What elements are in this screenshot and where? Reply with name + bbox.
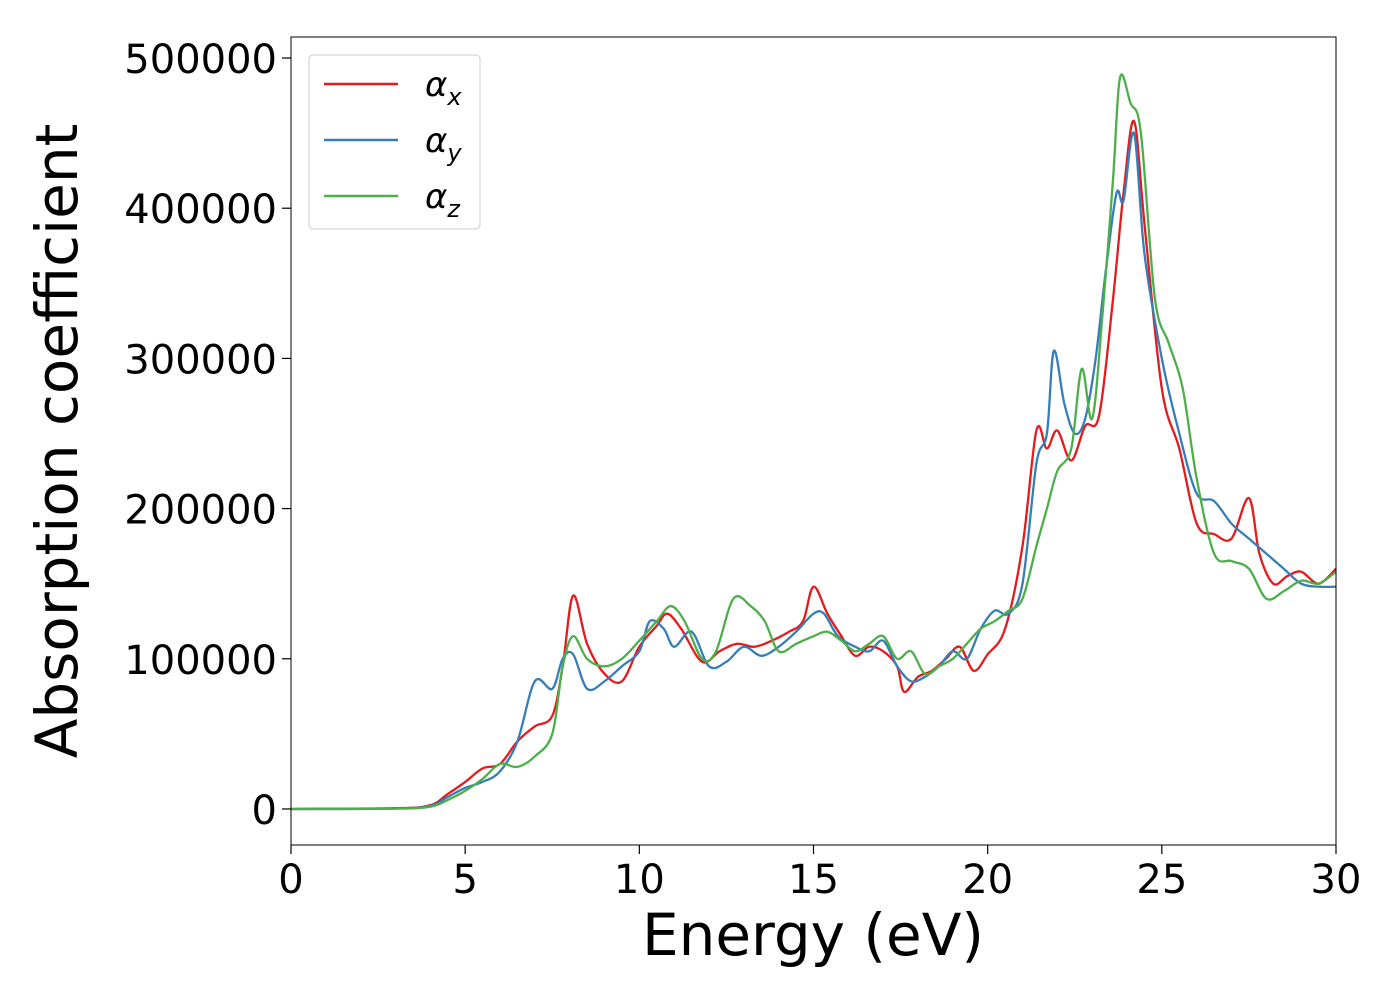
y-tick-label: 400000	[124, 187, 277, 233]
series-line-x	[290, 119, 1337, 811]
x-tick-label: 25	[1136, 857, 1187, 903]
x-tick-label: 10	[614, 857, 665, 903]
y-axis-label: Absorption coefficient	[23, 124, 91, 759]
y-tick-label: 300000	[124, 337, 277, 383]
x-axis-label: Energy (eV)	[642, 901, 984, 969]
series-line-z	[290, 73, 1337, 811]
x-axis-ticks: 0 5 10 15 20 25 30	[278, 845, 1361, 903]
y-tick-label: 0	[252, 788, 277, 834]
x-tick-label: 20	[962, 857, 1013, 903]
y-tick-label: 500000	[124, 37, 277, 83]
y-axis-ticks: 0 100000 200000 300000 400000 500000	[124, 37, 291, 834]
y-tick-label: 100000	[124, 638, 277, 684]
x-tick-label: 30	[1311, 857, 1362, 903]
x-tick-label: 15	[788, 857, 839, 903]
y-tick-label: 200000	[124, 488, 277, 534]
x-tick-label: 0	[278, 857, 303, 903]
series-line-y	[290, 131, 1337, 811]
x-tick-label: 5	[452, 857, 477, 903]
series-layer	[290, 73, 1337, 811]
legend-box	[308, 54, 481, 230]
